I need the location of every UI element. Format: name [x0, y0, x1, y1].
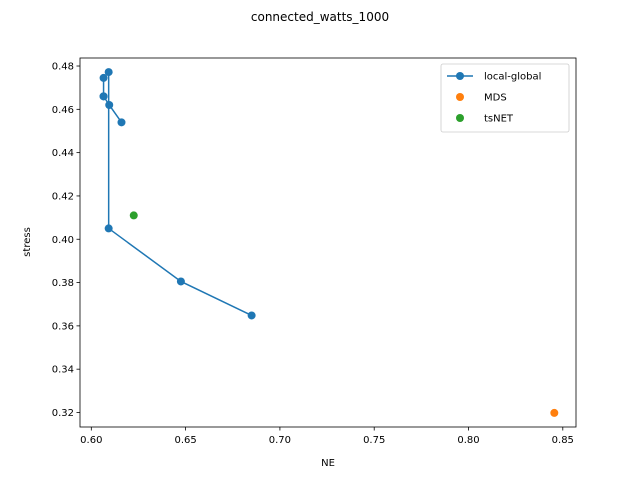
data-point-tsnet: [129, 211, 138, 220]
y-tick-label: 0.42: [52, 191, 74, 202]
y-tick-label: 0.48: [52, 62, 74, 73]
y-tick-label: 0.34: [52, 365, 74, 376]
data-point-local-global: [104, 68, 113, 77]
data-point-local-global: [104, 224, 113, 233]
y-tick-label: 0.36: [52, 321, 74, 332]
legend-swatch-local-global: [456, 72, 464, 80]
legend: local-global MDS tsNET: [440, 63, 570, 133]
data-point-local-global: [176, 277, 185, 286]
data-point-mds: [550, 408, 559, 417]
x-axis: 0.60 0.65 0.70 0.75 0.80 0.85: [80, 427, 574, 446]
data-point-local-global: [247, 311, 256, 320]
data-point-local-global: [117, 118, 126, 127]
y-tick-label: 0.38: [52, 278, 74, 289]
legend-swatch-tsnet: [456, 114, 464, 122]
legend-box: [440, 63, 570, 133]
y-axis: 0.32 0.34 0.36 0.38 0.40 0.42 0.44 0.46 0.48: [52, 62, 80, 419]
data-point-local-global: [99, 92, 108, 101]
x-tick-label: 0.60: [80, 435, 102, 446]
legend-label-local-global: local-global: [484, 72, 541, 83]
plot-area: [99, 68, 559, 417]
legend-label-mds: MDS: [484, 93, 507, 104]
legend-swatch-mds: [456, 93, 464, 101]
x-tick-label: 0.75: [363, 435, 385, 446]
x-tick-label: 0.70: [269, 435, 291, 446]
x-tick-label: 0.85: [552, 435, 574, 446]
x-axis-title: NE: [321, 458, 335, 469]
x-tick-label: 0.80: [457, 435, 479, 446]
chart-title: connected_watts_1000: [251, 10, 389, 24]
series-line-local-global: [102, 70, 252, 317]
data-point-local-global: [99, 73, 108, 82]
legend-label-tsnet: tsNET: [484, 114, 514, 125]
y-axis-title: stress: [22, 227, 33, 257]
y-tick-label: 0.44: [52, 148, 74, 159]
x-tick-label: 0.65: [174, 435, 196, 446]
data-point-local-global: [105, 100, 114, 109]
y-tick-label: 0.46: [52, 105, 74, 116]
y-tick-label: 0.32: [52, 408, 74, 419]
plot-frame: [79, 57, 577, 428]
y-tick-label: 0.40: [52, 235, 74, 246]
